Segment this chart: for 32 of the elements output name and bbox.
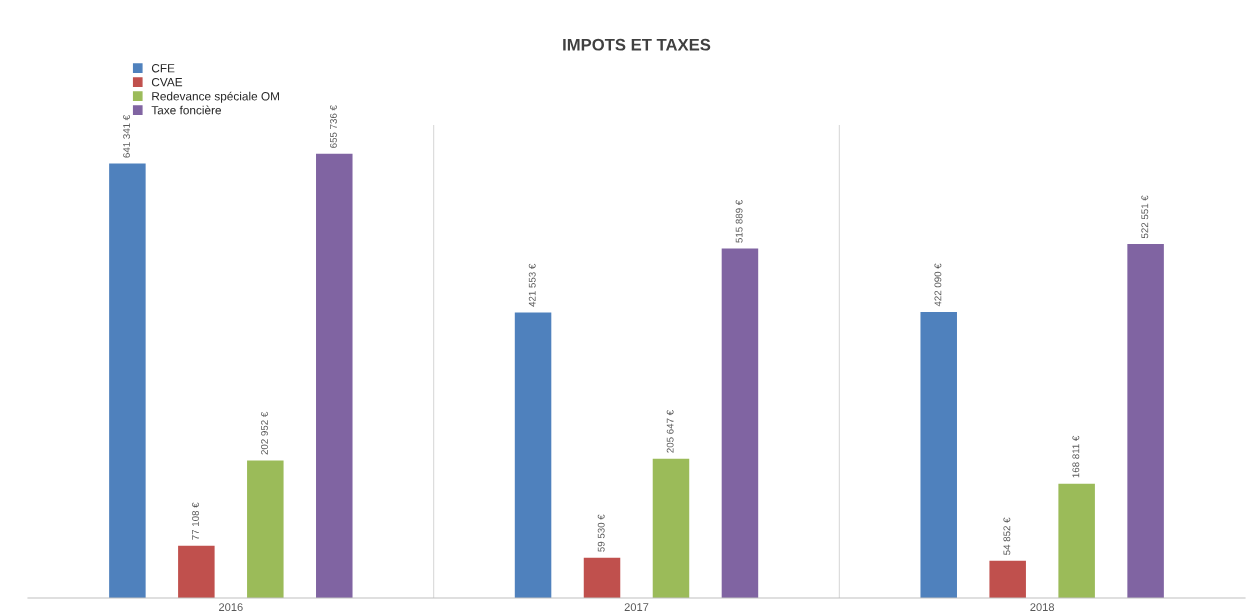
data-label: 422 090 € bbox=[934, 263, 942, 307]
data-label: 54 852 € bbox=[1003, 517, 1011, 555]
data-label: 202 952 € bbox=[261, 411, 268, 455]
data-label: 421 553 € bbox=[528, 263, 536, 307]
data-label: 641 341 € bbox=[123, 114, 130, 158]
bar bbox=[920, 312, 957, 598]
bar bbox=[109, 163, 146, 598]
bar bbox=[178, 545, 215, 598]
bar bbox=[989, 560, 1026, 598]
bar bbox=[1127, 244, 1164, 598]
legend-label: CVAE bbox=[151, 77, 183, 87]
data-label: 59 530 € bbox=[597, 514, 605, 552]
bar bbox=[247, 460, 284, 598]
bar bbox=[316, 153, 353, 598]
x-tick-label: 2018 bbox=[1030, 603, 1055, 612]
bar bbox=[583, 557, 621, 598]
bar bbox=[652, 458, 690, 598]
x-tick-label: 2017 bbox=[624, 603, 649, 612]
x-tick-label: 2016 bbox=[219, 603, 243, 612]
data-label: 77 108 € bbox=[192, 502, 199, 540]
data-label: 205 647 € bbox=[666, 410, 674, 453]
data-label: 655 736 € bbox=[330, 105, 337, 148]
bar bbox=[1058, 483, 1095, 598]
bar bbox=[514, 312, 552, 598]
legend-label: Taxe foncière bbox=[151, 105, 222, 115]
chart-title: IMPOTS ET TAXES bbox=[563, 38, 711, 51]
legend-label: CFE bbox=[151, 64, 175, 73]
data-label: 515 889 € bbox=[735, 199, 743, 243]
data-label: 522 551 € bbox=[1141, 195, 1149, 239]
legend-label: Redevance spéciale OM bbox=[152, 91, 279, 103]
bar bbox=[721, 248, 759, 598]
data-label: 168 811 € bbox=[1072, 435, 1080, 478]
